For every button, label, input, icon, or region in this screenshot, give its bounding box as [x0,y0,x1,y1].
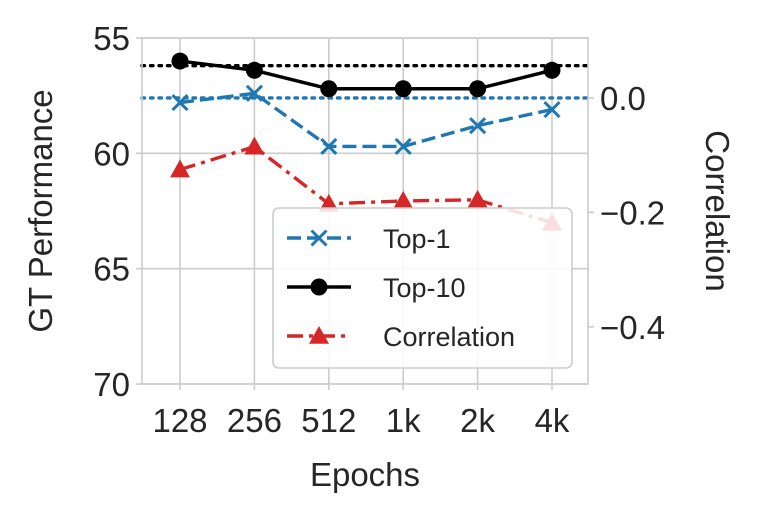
y-axis-label: GT Performance [22,89,59,332]
y2-tick-label: −0.4 [600,309,665,346]
data-point [394,80,412,98]
legend-box [272,207,573,369]
y2-tick-label: 0.0 [600,80,646,117]
data-point [171,52,189,70]
data-point [170,159,190,178]
y-tick-label: 60 [93,135,130,172]
data-point [394,137,412,155]
legend-marker [309,326,329,344]
x-tick-label: 256 [227,402,282,439]
legend-label: Correlation [383,322,515,352]
y2-tick-label: −0.2 [600,194,665,231]
series [170,52,562,231]
y-tick-label: 55 [93,20,130,57]
legend: Top-1 Top-10 Correlation [272,207,573,369]
x-tick-label: 2k [460,402,495,439]
x-tick-label: 128 [152,402,207,439]
x-tick-label: 512 [301,402,356,439]
plot-frame [141,37,589,385]
data-point [171,94,189,112]
series-line [179,91,553,149]
legend-marker [310,278,328,296]
legend-label: Top-1 [383,224,451,254]
y-tick-label: 70 [93,366,130,403]
x-axis-label: Epochs [310,456,420,493]
x-tick-label: 1k [386,402,421,439]
legend-label: Top-10 [383,273,466,303]
legend-marker [310,229,328,247]
data-point [245,61,263,79]
x-tick-label: 4k [535,402,570,439]
data-point [469,80,487,98]
data-point [393,190,414,209]
data-point [469,117,487,135]
data-point [320,80,338,98]
series-line [179,59,553,91]
data-point [467,189,488,208]
data-point [244,136,265,155]
reference-lines [140,63,590,100]
data-point [543,100,561,119]
data-point [320,137,338,155]
y-tick-label: 65 [93,251,130,288]
y2-axis-label: Correlation [699,130,736,291]
data-point [245,84,263,102]
ticks: 128 256 512 1k 2k 4k 55 60 65 70 0.0 −0.2 −0.4 [93,20,665,439]
series-line [179,144,553,225]
data-point [543,61,561,79]
